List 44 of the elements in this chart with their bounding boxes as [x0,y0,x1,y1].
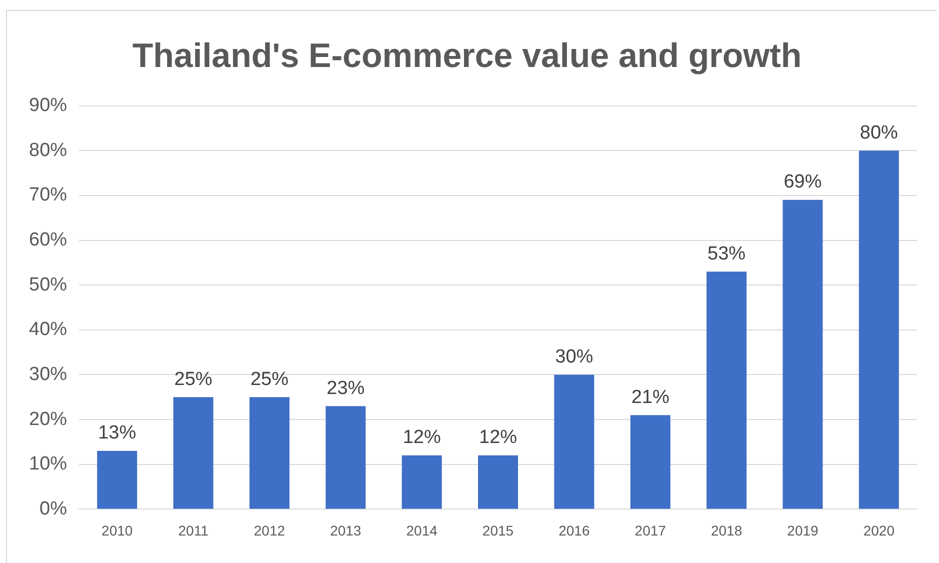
data-label: 69% [784,172,822,193]
x-tick-label: 2011 [178,522,209,538]
x-tick-label: 2010 [102,522,133,538]
data-label: 53% [708,243,746,264]
bar [706,272,747,509]
bar [630,415,670,509]
y-tick-label: 60% [28,230,68,250]
data-label: 21% [631,386,670,408]
bar [249,397,290,509]
y-tick-label: 20% [28,408,68,430]
bar [782,200,823,509]
x-tick-label: 2013 [330,522,362,538]
data-label: 30% [555,346,594,368]
bar [858,150,899,509]
x-tick-label: 2012 [254,522,286,538]
y-tick-label: 90% [28,95,68,116]
data-label: 25% [174,368,212,390]
x-tick-label: 2016 [558,522,590,538]
data-label: 13% [98,422,136,444]
data-label: 25% [250,368,289,390]
data-label: 80% [860,122,898,144]
y-tick-label: 0% [40,498,68,520]
data-label: 23% [326,378,365,399]
bar [326,406,366,509]
bar [554,374,594,509]
y-tick-label: 70% [28,184,68,206]
x-tick-label: 2020 [863,522,895,538]
y-tick-label: 10% [28,454,68,475]
y-tick-label: 50% [28,274,68,296]
x-tick-label: 2017 [634,522,666,538]
x-tick-label: 2019 [787,522,819,538]
data-label: 12% [402,427,441,448]
bar [97,450,138,509]
bar [402,455,442,509]
y-tick-label: 30% [28,364,68,385]
x-tick-label: 2018 [710,522,742,538]
x-tick-label: 2015 [482,522,514,538]
x-tick-label: 2014 [406,522,438,538]
chart-title: Thailand's E-commerce value and growth [132,36,802,75]
bar [173,397,214,509]
data-label: 12% [479,427,518,448]
bar [478,455,518,509]
y-tick-label: 40% [28,319,68,340]
y-tick-label: 80% [28,140,68,161]
